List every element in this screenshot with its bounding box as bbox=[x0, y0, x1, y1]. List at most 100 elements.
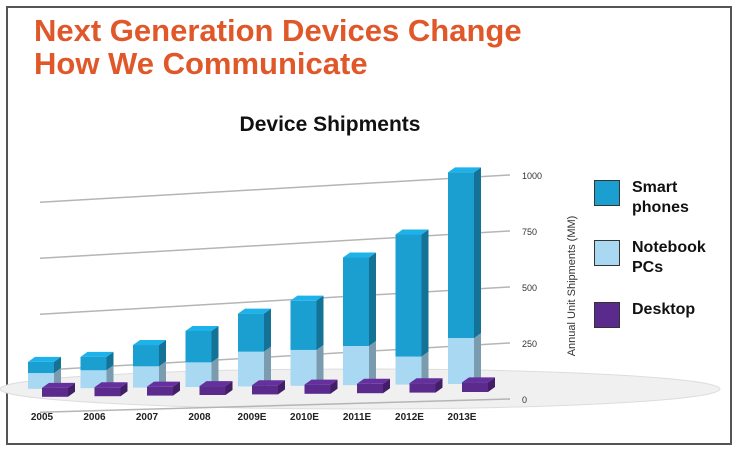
legend-label-smart-phones: Smart phones bbox=[632, 178, 689, 218]
bar-smartphones-2005-top bbox=[28, 356, 61, 362]
x-tick-label-2009E: 2009E bbox=[238, 412, 267, 423]
bar-desktop-2010E-side bbox=[330, 379, 338, 394]
bar-notebook-2007-side bbox=[159, 361, 166, 388]
y-tick-label-250: 250 bbox=[522, 339, 537, 349]
bar-desktop-2011E-side bbox=[383, 378, 390, 394]
legend-label-smart-phones-line2: phones bbox=[632, 199, 689, 216]
legend-item-smart-phones: Smart phones bbox=[594, 178, 689, 218]
legend-label-desktop: Desktop bbox=[632, 300, 695, 320]
bar-smartphones-2013E-front bbox=[448, 172, 474, 339]
bar-desktop-2012E-side bbox=[435, 378, 443, 393]
bar-smartphones-2008-side bbox=[211, 326, 219, 363]
bar-smartphones-2011E-side bbox=[369, 252, 376, 346]
bar-smartphones-2010E-side bbox=[316, 295, 324, 350]
x-tick-label-2005: 2005 bbox=[31, 412, 54, 423]
bar-desktop-2007-top bbox=[147, 381, 180, 387]
bar-desktop-2005-side bbox=[68, 382, 75, 397]
bar-desktop-2008-front bbox=[199, 386, 226, 395]
legend-label-notebook-pcs: Notebook PCs bbox=[632, 238, 706, 278]
bar-notebook-2008-side bbox=[211, 357, 219, 387]
legend-label-smart-phones-line1: Smart bbox=[632, 179, 678, 196]
bar-smartphones-2010E-front bbox=[290, 300, 317, 350]
gridline-750 bbox=[39, 230, 511, 260]
bar-desktop-2009E-top bbox=[252, 380, 285, 386]
bar-desktop-2007-front bbox=[147, 386, 173, 396]
bar-desktop-2006-front bbox=[94, 387, 121, 397]
bar-smartphones-2006-side bbox=[106, 351, 114, 371]
bar-desktop-2013E-top bbox=[462, 377, 495, 383]
gridline-1000 bbox=[39, 174, 511, 204]
bar-desktop-2011E-top bbox=[357, 378, 390, 384]
y-tick-label-1000: 1000 bbox=[522, 171, 542, 181]
legend-label-notebook-pcs-line1: Notebook bbox=[632, 239, 706, 256]
bar-desktop-2013E-front bbox=[462, 382, 488, 392]
bar-smartphones-2011E-front bbox=[343, 257, 369, 346]
bar-smartphones-2006-top bbox=[80, 351, 114, 357]
x-tick-label-2007: 2007 bbox=[136, 412, 159, 423]
x-tick-label-2012E: 2012E bbox=[395, 412, 424, 423]
headline-line-2: How We Communicate bbox=[34, 46, 368, 81]
x-tick-label-2010E: 2010E bbox=[290, 412, 319, 423]
bar-notebook-2007-front bbox=[133, 366, 159, 388]
x-tick-label-2013E: 2013E bbox=[448, 412, 477, 423]
headline-line-1: Next Generation Devices Change bbox=[34, 13, 522, 48]
bar-smartphones-2012E-top bbox=[395, 229, 429, 235]
bar-smartphones-2009E-top bbox=[238, 308, 271, 314]
bar-desktop-2005-front bbox=[42, 387, 68, 397]
x-tick-label-2006: 2006 bbox=[83, 412, 106, 423]
bar-desktop-2011E-front bbox=[357, 383, 383, 394]
bar-desktop-2010E-front bbox=[304, 384, 331, 394]
legend-label-notebook-pcs-line2: PCs bbox=[632, 259, 664, 276]
bar-smartphones-2011E-top bbox=[343, 252, 376, 258]
bar-notebook-2013E-side bbox=[474, 333, 481, 384]
bar-desktop-2012E-front bbox=[409, 383, 436, 393]
bar-smartphones-2006-front bbox=[80, 356, 107, 371]
gridline-500 bbox=[39, 286, 511, 316]
legend-swatch-desktop bbox=[594, 302, 620, 328]
y-tick-label-0: 0 bbox=[522, 395, 527, 405]
bar-desktop-2008-side bbox=[225, 381, 233, 395]
legend-item-notebook-pcs: Notebook PCs bbox=[594, 238, 706, 278]
bar-smartphones-2007-front bbox=[133, 345, 159, 367]
bar-desktop-2009E-front bbox=[252, 385, 278, 395]
bar-smartphones-2005-side bbox=[54, 356, 61, 374]
legend-item-desktop: Desktop bbox=[594, 300, 695, 328]
bar-smartphones-2012E-front bbox=[395, 234, 422, 357]
bar-smartphones-2013E-side bbox=[474, 167, 481, 339]
gridline-0 bbox=[39, 398, 511, 414]
y-tick-label-750: 750 bbox=[522, 227, 537, 237]
bar-desktop-2006-side bbox=[120, 382, 128, 397]
y-tick-label-500: 500 bbox=[522, 283, 537, 293]
bar-desktop-2010E-top bbox=[304, 379, 338, 385]
bar-desktop-2012E-top bbox=[409, 378, 443, 384]
gridline-250 bbox=[39, 342, 511, 372]
bar-notebook-2011E-front bbox=[343, 346, 369, 386]
bar-desktop-2008-top bbox=[199, 381, 233, 387]
bar-desktop-2006-top bbox=[94, 382, 128, 388]
slide-headline: Next Generation Devices Change How We Co… bbox=[34, 14, 522, 80]
legend-swatch-smart-phones bbox=[594, 180, 620, 206]
bar-desktop-2009E-side bbox=[278, 380, 285, 395]
bar-smartphones-2005-front bbox=[28, 361, 54, 374]
y-axis-label: Annual Unit Shipments (MM) bbox=[566, 216, 578, 357]
x-tick-label-2008: 2008 bbox=[188, 412, 211, 423]
bar-desktop-2013E-side bbox=[488, 377, 495, 392]
bar-smartphones-2009E-front bbox=[238, 313, 264, 352]
bar-smartphones-2008-front bbox=[185, 331, 212, 363]
bar-desktop-2007-side bbox=[173, 381, 180, 396]
bar-notebook-2013E-front bbox=[448, 338, 474, 384]
bar-notebook-2012E-side bbox=[421, 351, 429, 385]
bar-desktop-2005-top bbox=[42, 382, 75, 388]
bar-smartphones-2007-side bbox=[159, 340, 166, 367]
bar-notebook-2010E-side bbox=[316, 344, 324, 386]
chart-title: Device Shipments bbox=[239, 113, 421, 136]
bar-smartphones-2007-top bbox=[133, 340, 166, 346]
bar-smartphones-2010E-top bbox=[290, 295, 324, 301]
bar-smartphones-2009E-side bbox=[264, 308, 271, 352]
bar-smartphones-2013E-top bbox=[448, 167, 481, 173]
bar-smartphones-2008-top bbox=[185, 326, 219, 331]
bar-notebook-2011E-side bbox=[369, 341, 376, 386]
legend-swatch-notebook-pcs bbox=[594, 240, 620, 266]
legend-label-desktop-line1: Desktop bbox=[632, 301, 696, 318]
